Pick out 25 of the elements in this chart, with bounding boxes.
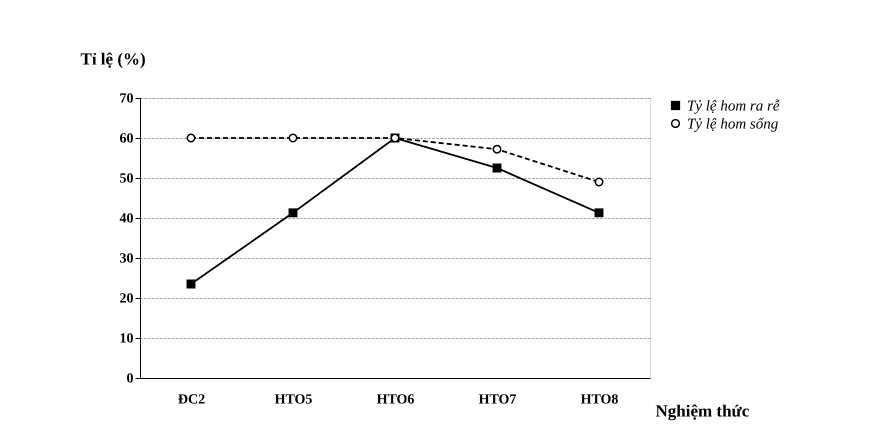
y-tick-label: 70: [120, 92, 134, 106]
y-tick-label: 30: [120, 252, 134, 266]
point: [594, 178, 604, 186]
x-axis-title: Nghiệm thức: [656, 402, 750, 420]
y-tick-label: 0: [126, 372, 134, 386]
point: [186, 134, 196, 142]
legend-label: Tỷ lệ hom sống: [687, 116, 779, 132]
legend-label: Tỷ lệ hom ra rễ: [687, 98, 781, 114]
y-axis-title: Tỉ lệ (%): [80, 50, 146, 68]
x-tick-label: HTO8: [580, 392, 618, 408]
y-tick-label: 20: [120, 292, 134, 306]
x-tick-label: HTO6: [376, 392, 414, 408]
y-tick-label: 60: [120, 132, 134, 146]
point: [288, 134, 298, 142]
y-tick-label: 40: [120, 212, 134, 226]
x-tick-label: HTO5: [274, 392, 312, 408]
point: [594, 208, 604, 218]
x-tick-label: ĐC2: [178, 392, 206, 408]
point: [288, 208, 298, 218]
y-tick-label: 50: [120, 172, 134, 186]
point: [186, 280, 196, 288]
x-tick-label: HTO7: [478, 392, 516, 408]
point: [492, 144, 502, 154]
point: [492, 164, 502, 172]
y-tick-label: 10: [120, 332, 134, 346]
